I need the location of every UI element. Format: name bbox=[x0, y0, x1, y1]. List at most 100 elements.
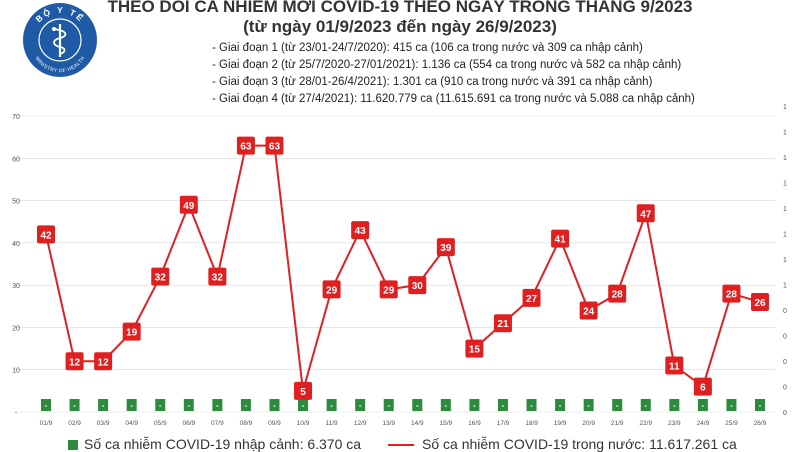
data-label: 6 bbox=[700, 383, 706, 394]
data-label-box bbox=[693, 377, 712, 396]
x-tick-label: 16/9 bbox=[468, 420, 481, 427]
import-bar bbox=[41, 399, 51, 411]
import-bar bbox=[526, 399, 537, 411]
data-label-box bbox=[493, 314, 512, 333]
import-bar bbox=[697, 399, 708, 411]
x-tick-label: 09/9 bbox=[268, 420, 281, 427]
data-label: 15 bbox=[469, 345, 481, 356]
data-label: 29 bbox=[383, 285, 395, 296]
import-bar bbox=[355, 399, 366, 411]
y-tick-label: 60 bbox=[12, 156, 20, 163]
data-label: 41 bbox=[555, 235, 567, 246]
import-bar bbox=[440, 399, 451, 411]
y-tick-label: 20 bbox=[12, 325, 20, 332]
x-tick-label: 14/9 bbox=[411, 420, 424, 427]
data-label: 12 bbox=[69, 357, 81, 368]
data-label-box bbox=[636, 204, 655, 223]
x-tick-label: 13/9 bbox=[382, 420, 395, 427]
import-bar-label: - bbox=[387, 401, 390, 410]
import-bar-label: - bbox=[673, 401, 676, 410]
chart-title: THEO DÕI CA NHIỄM MỚI COVID-19 THEO NGÀY… bbox=[107, 0, 693, 16]
data-label-box bbox=[608, 284, 627, 303]
import-bar bbox=[269, 399, 280, 411]
y-tick-label: 10 bbox=[12, 368, 20, 375]
x-tick-label: 21/9 bbox=[611, 420, 624, 427]
x-tick-label: 04/9 bbox=[125, 420, 138, 427]
x-tick-label: 25/9 bbox=[725, 420, 738, 427]
data-label-box bbox=[436, 238, 455, 257]
import-bar-label: - bbox=[587, 401, 590, 410]
right-y-tick-label: 1 bbox=[783, 206, 787, 213]
import-bar-label: - bbox=[159, 401, 162, 410]
data-label: 5 bbox=[300, 387, 306, 398]
x-tick-label: 19/9 bbox=[554, 420, 567, 427]
data-label-box bbox=[322, 280, 341, 299]
import-bar bbox=[98, 399, 109, 411]
x-tick-label: 03/9 bbox=[97, 420, 110, 427]
import-bar bbox=[412, 399, 423, 411]
data-label-box bbox=[294, 381, 313, 400]
x-tick-label: 18/9 bbox=[525, 420, 538, 427]
import-bar-label: - bbox=[102, 401, 105, 410]
import-bar-label: - bbox=[530, 401, 533, 410]
domestic-cases-line bbox=[45, 144, 761, 392]
right-y-tick-label: 0 bbox=[783, 385, 787, 392]
data-label: 32 bbox=[155, 273, 167, 284]
import-bar-label: - bbox=[559, 401, 562, 410]
data-label-box bbox=[265, 136, 284, 155]
import-bar-label: - bbox=[302, 401, 305, 410]
data-label: 63 bbox=[269, 142, 281, 153]
data-label: 47 bbox=[640, 209, 652, 220]
import-bar-label: - bbox=[45, 401, 48, 410]
import-bar bbox=[240, 399, 251, 411]
data-label: 63 bbox=[240, 142, 252, 153]
import-bar-label: - bbox=[445, 401, 448, 410]
import-bar-label: - bbox=[616, 401, 619, 410]
data-label-box bbox=[122, 322, 141, 341]
x-tick-label: 11/9 bbox=[326, 420, 339, 427]
data-label-box bbox=[408, 276, 427, 295]
right-y-tick-label: 1 bbox=[783, 257, 787, 264]
legend-domestic: Số ca nhiễm COVID-19 trong nước: 11.617.… bbox=[388, 436, 737, 452]
import-bar bbox=[126, 399, 137, 411]
data-label: 42 bbox=[40, 230, 52, 241]
data-label: 27 bbox=[526, 294, 538, 305]
right-y-tick-label: 1 bbox=[783, 130, 787, 137]
x-tick-label: 20/9 bbox=[582, 420, 595, 427]
import-bar bbox=[155, 399, 166, 411]
right-y-tick-label: 1 bbox=[783, 155, 787, 162]
right-y-tick-label: 1 bbox=[783, 232, 787, 239]
x-tick-label: 01/9 bbox=[40, 420, 53, 427]
data-label-box bbox=[522, 288, 541, 307]
x-tick-label: 12/9 bbox=[354, 420, 367, 427]
import-bar-label: - bbox=[330, 401, 333, 410]
import-bar-label: - bbox=[759, 401, 762, 410]
phase-summary-2: - Giai đoạn 2 (từ 25/7/2020-27/01/2021):… bbox=[212, 59, 682, 71]
import-bar bbox=[326, 399, 337, 411]
import-bar bbox=[640, 399, 651, 411]
legend-domestic-label: Số ca nhiễm COVID-19 trong nước: 11.617.… bbox=[422, 436, 737, 452]
y-tick-label: 50 bbox=[12, 199, 20, 206]
x-tick-label: 10/9 bbox=[297, 420, 310, 427]
data-label: 28 bbox=[612, 290, 624, 301]
data-label: 26 bbox=[754, 298, 766, 309]
phase-summary-3: - Giai đoạn 3 (từ 28/01-26/4/2021): 1.30… bbox=[212, 76, 653, 88]
data-label: 11 bbox=[669, 361, 680, 372]
data-label-box bbox=[236, 136, 255, 155]
data-label-box bbox=[151, 267, 170, 286]
x-tick-label: 08/9 bbox=[240, 420, 253, 427]
data-label-box bbox=[351, 221, 370, 240]
chart-subtitle: (từ ngày 01/9/2023 đến ngày 26/9/2023) bbox=[243, 17, 557, 36]
y-tick-label: - bbox=[15, 410, 18, 417]
data-label-box bbox=[379, 280, 398, 299]
data-label-box bbox=[65, 352, 84, 371]
legend-import: Số ca nhiễm COVID-19 nhập cảnh: 6.370 ca bbox=[68, 436, 361, 452]
import-bar bbox=[183, 399, 194, 411]
import-bar-label: - bbox=[245, 401, 248, 410]
import-bar-label: - bbox=[359, 401, 362, 410]
data-label: 39 bbox=[440, 243, 452, 254]
y-tick-label: 30 bbox=[12, 283, 20, 290]
data-label: 24 bbox=[583, 307, 595, 318]
x-tick-label: 02/9 bbox=[68, 420, 81, 427]
phase-summary-1: - Giai đoạn 1 (từ 23/01-24/7/2020): 415 … bbox=[212, 42, 643, 54]
